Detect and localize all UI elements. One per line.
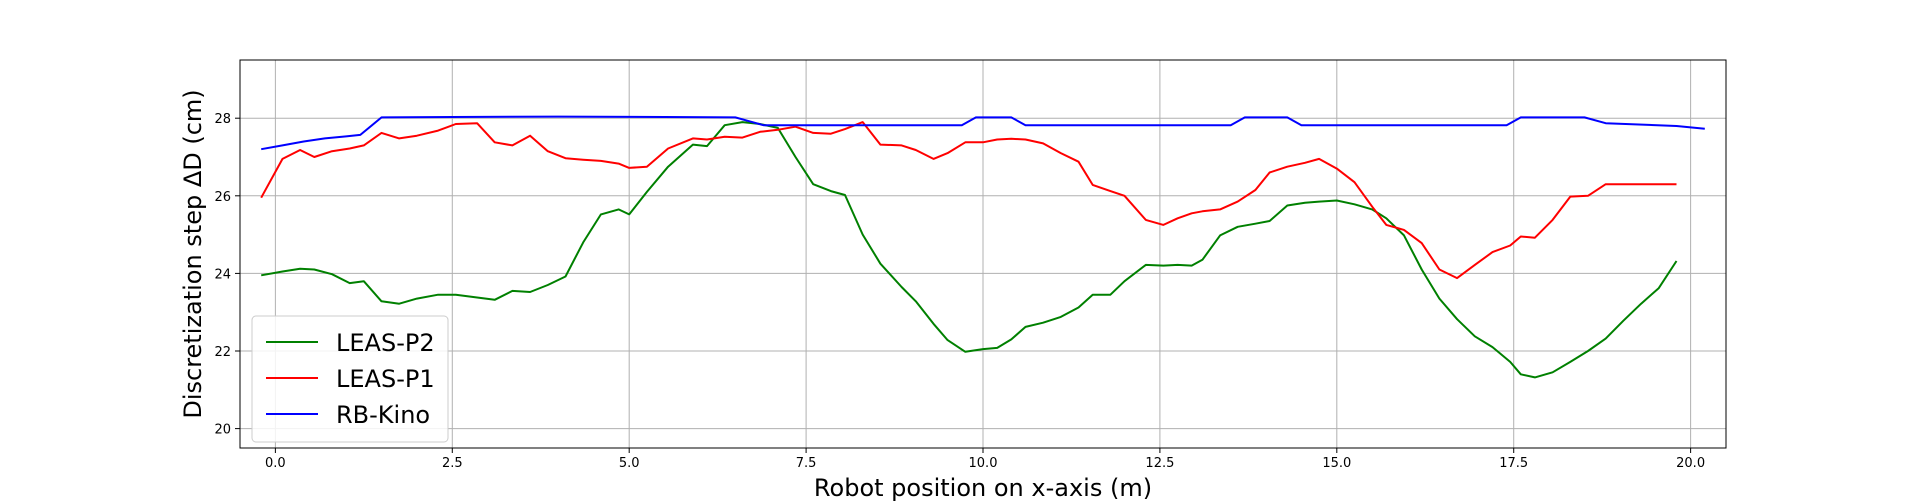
y-tick-label: 26 (214, 190, 231, 205)
legend-box (251, 315, 449, 443)
y-tick-label: 20 (214, 423, 231, 438)
x-axis-label: Robot position on x-axis (m) (814, 474, 1152, 502)
y-tick-label: 22 (214, 345, 231, 360)
legend-entry-label: RB-Kino (336, 401, 430, 429)
x-tick-label: 20.0 (1676, 456, 1705, 471)
x-tick-label: 10.0 (969, 456, 998, 471)
series-line-rb-kino (261, 115, 1705, 151)
legend-entry-label: LEAS-P2 (336, 329, 435, 357)
series-lines (260, 115, 1705, 379)
axis-ticks: 0.0 2.5 5.0 7.5 10.0 12.5 15.0 17.5 20.0 20 22 24 26… (214, 112, 1705, 471)
y-tick-label: 24 (214, 267, 231, 282)
legend-entry-label: LEAS-P1 (336, 365, 435, 393)
x-tick-label: 12.5 (1145, 456, 1174, 471)
y-tick-label: 28 (214, 112, 231, 127)
series-line-leas-p2 (261, 121, 1678, 379)
x-tick-label: 5.0 (619, 456, 640, 471)
series-line-leas-p1 (260, 121, 1677, 280)
x-tick-label: 0.0 (265, 456, 286, 471)
x-tick-label: 15.0 (1322, 456, 1351, 471)
x-tick-label: 2.5 (442, 456, 463, 471)
y-axis-label: Discretization step ΔD (cm) (179, 89, 207, 418)
legend[interactable]: LEAS-P2 LEAS-P1 RB-Kino (251, 315, 449, 443)
x-tick-label: 7.5 (796, 456, 817, 471)
x-tick-label: 17.5 (1499, 456, 1528, 471)
